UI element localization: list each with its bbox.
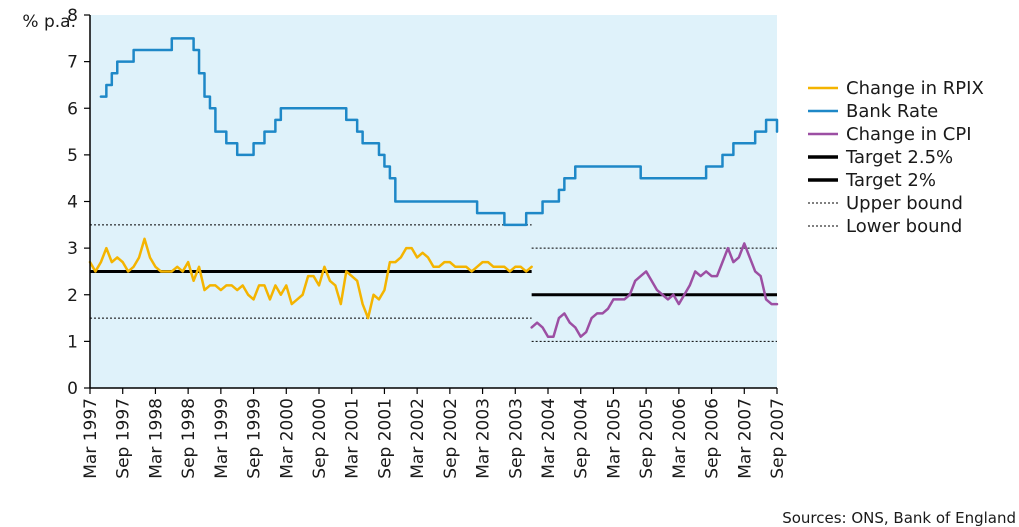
y-tick-label: 3 [67, 239, 78, 259]
legend-label: Bank Rate [846, 101, 938, 122]
x-tick-label: Mar 2001 [343, 398, 363, 479]
y-tick-label: 1 [67, 332, 78, 352]
x-tick-label: Sep 1999 [245, 398, 265, 479]
x-tick-label: Sep 2007 [768, 398, 788, 479]
x-tick-label: Sep 2004 [572, 398, 592, 479]
y-tick-label: 4 [67, 193, 78, 213]
y-tick-label: 2 [67, 286, 78, 306]
x-tick-label: Sep 2003 [506, 398, 526, 479]
x-tick-label: Mar 2006 [670, 398, 690, 479]
x-tick-label: Mar 2002 [408, 398, 428, 479]
y-tick-label: 8 [67, 6, 78, 26]
y-axis-label: % p.a. [22, 12, 76, 32]
series-line-bank-rate [99, 37, 779, 227]
x-tick-label: Sep 2006 [703, 398, 723, 479]
x-tick-label: Mar 1999 [212, 398, 232, 479]
legend-label: Lower bound [846, 216, 962, 237]
source-note: Sources: ONS, Bank of England [782, 509, 1016, 527]
series-layer [88, 37, 779, 338]
x-tick-label: Mar 1997 [81, 398, 101, 479]
x-tick-label: Mar 2005 [604, 398, 624, 479]
y-tick-label: 6 [67, 99, 78, 119]
series-line-change-in-cpi [530, 242, 779, 338]
y-tick-label: 5 [67, 146, 78, 166]
legend-label: Change in CPI [846, 124, 972, 145]
x-tick-label: Mar 2000 [277, 398, 297, 479]
series-line-change-in-rpix [88, 237, 533, 320]
x-tick-label: Sep 2005 [637, 398, 657, 479]
x-tick-label: Sep 2002 [441, 398, 461, 479]
x-tick-label: Mar 1998 [146, 398, 166, 479]
x-tick-label: Sep 1997 [114, 398, 134, 479]
x-tick-label: Sep 2000 [310, 398, 330, 479]
x-tick-label: Sep 2001 [375, 398, 395, 479]
x-tick-label: Sep 1998 [179, 398, 199, 479]
legend-label: Change in RPIX [846, 78, 984, 99]
legend-label: Target 2% [845, 170, 936, 191]
legend-label: Target 2.5% [845, 147, 953, 168]
y-tick-label: 7 [67, 53, 78, 73]
axes-layer: 0 1 2 3 4 5 6 7 8 Mar 1997 Sep 1997 Mar 1998 Sep 199… [67, 6, 788, 479]
y-tick-label: 0 [67, 379, 78, 399]
x-tick-label: Mar 2004 [539, 398, 559, 479]
legend-label: Upper bound [846, 193, 963, 214]
x-tick-label: Mar 2003 [474, 398, 494, 479]
x-tick-label: Mar 2007 [735, 398, 755, 479]
